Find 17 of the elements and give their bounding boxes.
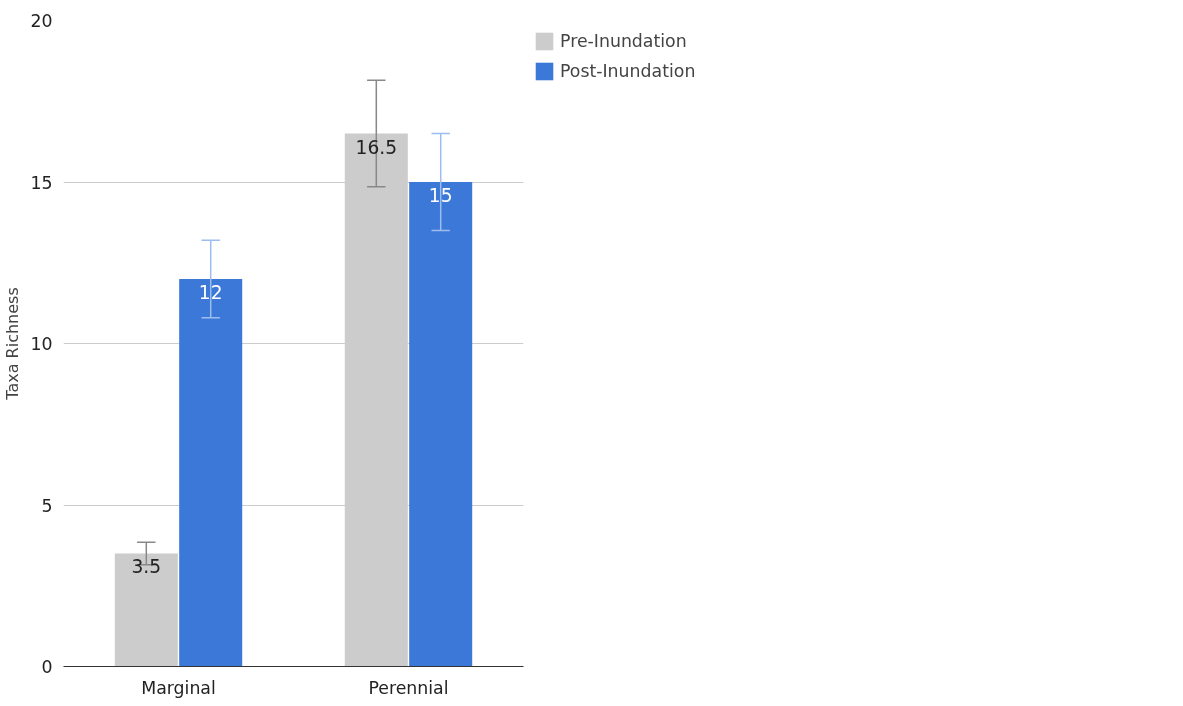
data-label: 3.5 xyxy=(131,556,162,578)
data-label: 12 xyxy=(198,281,223,303)
x-tick-label: Perennial xyxy=(368,677,449,698)
y-tick-label: 5 xyxy=(41,495,53,516)
data-label: 16.5 xyxy=(355,136,398,158)
bar xyxy=(179,278,243,667)
data-label: 15 xyxy=(428,185,453,206)
y-tick-label: 20 xyxy=(30,11,53,31)
y-axis-title: Taxa Richness xyxy=(3,287,23,401)
legend-label: Post-Inundation xyxy=(560,61,696,81)
y-tick-label: 10 xyxy=(30,334,53,354)
x-tick-label: Marginal xyxy=(141,677,216,698)
y-tick-label: 15 xyxy=(30,172,53,193)
y-tick-label: 0 xyxy=(41,657,53,677)
bar xyxy=(409,182,473,667)
bar xyxy=(114,553,178,667)
legend-label: Pre-Inundation xyxy=(560,31,687,51)
